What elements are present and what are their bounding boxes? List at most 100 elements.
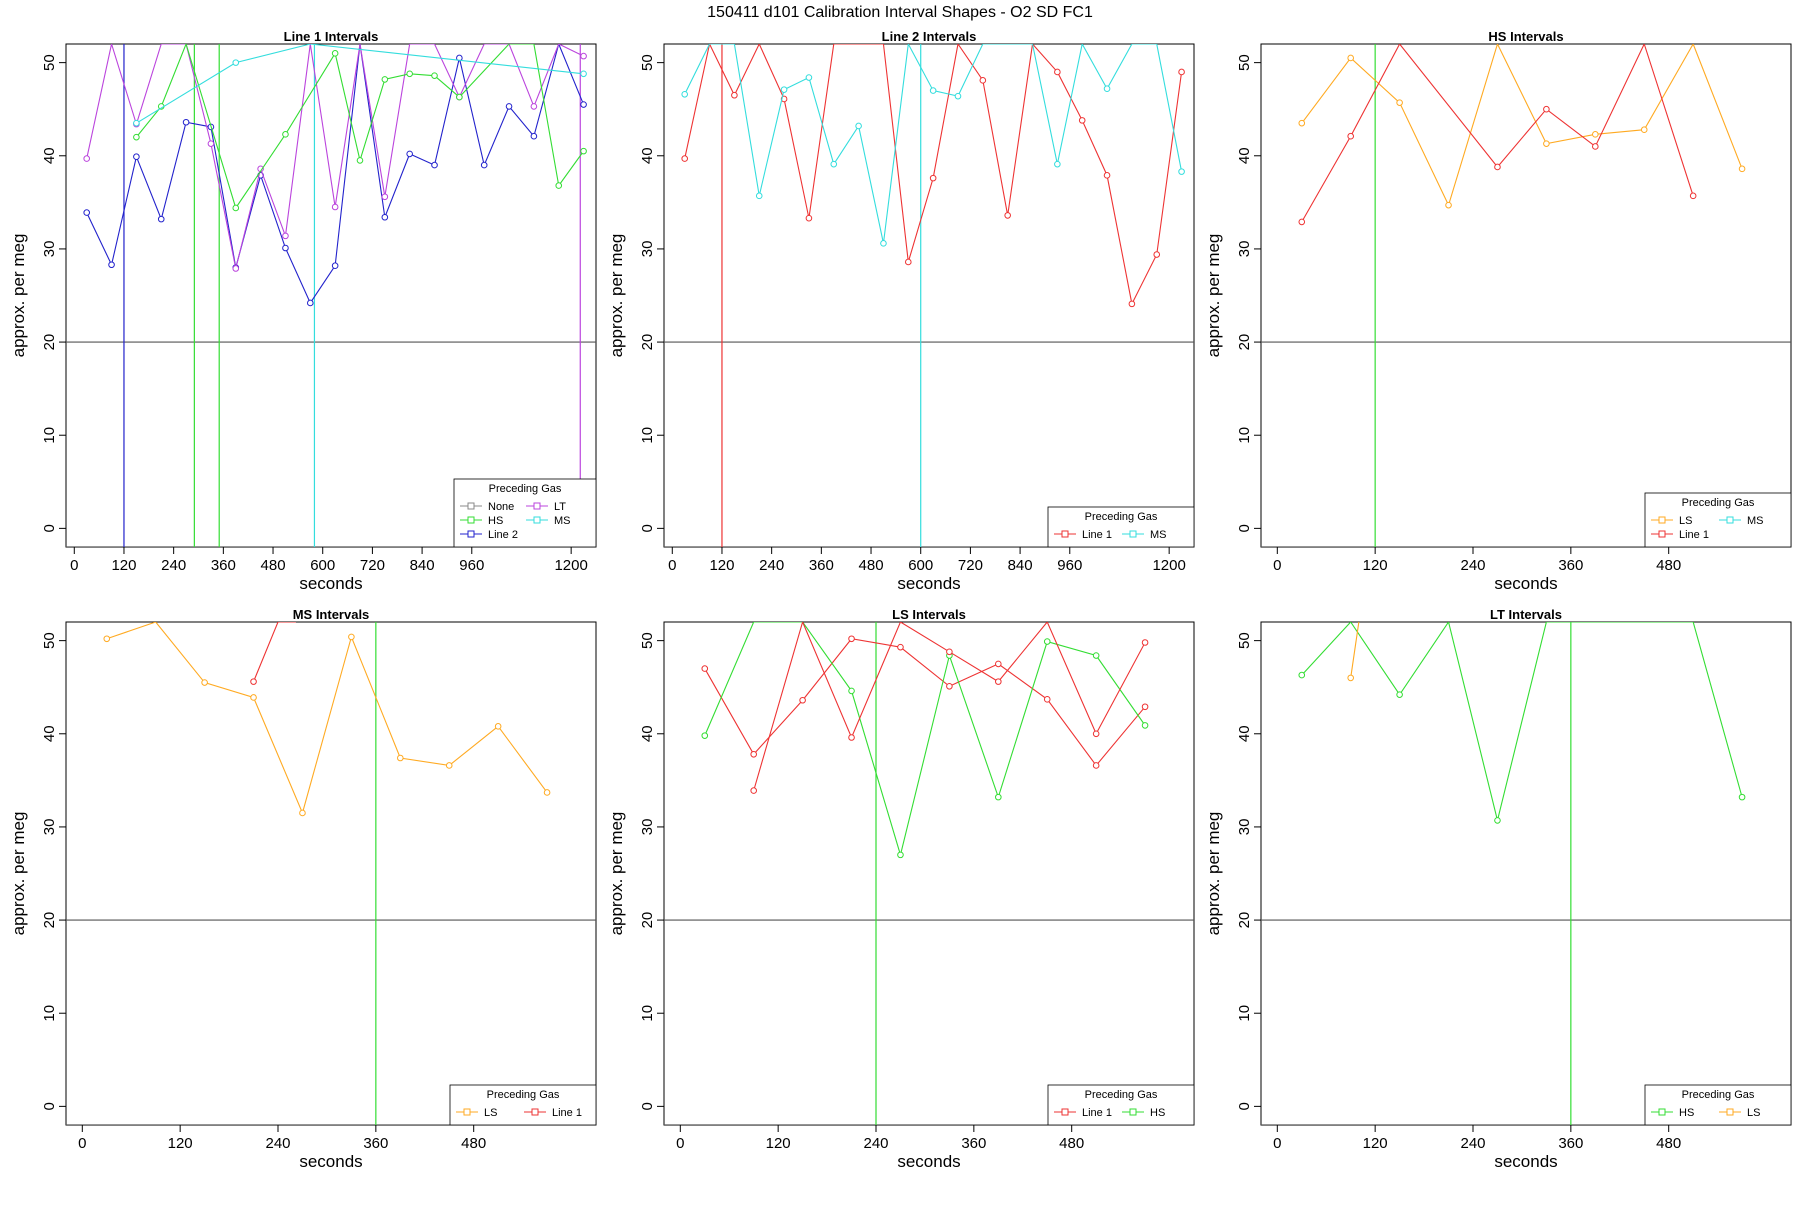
- data-point: [855, 122, 862, 130]
- y-tick-label: 10: [41, 427, 58, 444]
- legend-entry-label: HS: [488, 515, 503, 527]
- plot-frame: [1260, 43, 1792, 548]
- x-axis-label: seconds: [299, 1152, 362, 1171]
- data-point: [83, 209, 91, 216]
- data-point: [83, 155, 91, 162]
- legend-entry-label: MS: [554, 515, 571, 527]
- data-point: [1153, 251, 1161, 258]
- legend-title: Preceding Gas: [487, 1089, 560, 1101]
- data-point: [431, 72, 438, 79]
- x-tick-label: 0: [668, 557, 676, 574]
- panel-title: MS Intervals: [293, 607, 370, 622]
- data-point: [406, 70, 413, 78]
- x-tick-label: 240: [1460, 557, 1485, 574]
- y-tick-label: 50: [639, 54, 656, 71]
- legend-box: [1047, 1084, 1195, 1126]
- y-tick-label: 40: [639, 725, 656, 742]
- x-tick-label: 240: [1460, 1135, 1485, 1152]
- y-tick-label: 20: [639, 334, 656, 351]
- data-point: [1543, 105, 1550, 113]
- data-point: [1141, 703, 1149, 711]
- legend-entry-label: Line 1: [1082, 529, 1112, 541]
- data-point: [207, 140, 215, 147]
- data-point: [505, 103, 513, 110]
- x-tick-label: 120: [111, 557, 136, 574]
- x-tick-label: 960: [459, 557, 484, 574]
- legend-entry-label: Line 1: [1679, 529, 1709, 541]
- data-point: [1103, 172, 1111, 179]
- plot-frame: [663, 43, 1195, 548]
- data-point: [1178, 168, 1185, 175]
- data-point: [1092, 762, 1100, 769]
- data-point: [946, 648, 953, 656]
- series-line: [704, 638, 1146, 767]
- data-point: [1178, 68, 1185, 76]
- data-point: [1592, 131, 1599, 138]
- series-line: [753, 622, 1146, 791]
- y-tick-label: 20: [1236, 334, 1253, 351]
- data-point: [282, 131, 289, 138]
- legend-entry-label: LT: [554, 501, 566, 513]
- x-tick-label: 480: [461, 1135, 486, 1152]
- y-tick-label: 30: [41, 241, 58, 258]
- x-tick-label: 960: [1057, 557, 1082, 574]
- data-point: [182, 118, 190, 126]
- legend-entry-label: LS: [1747, 1107, 1760, 1119]
- data-point: [946, 682, 953, 690]
- data-point: [543, 789, 551, 796]
- data-point: [331, 262, 339, 269]
- data-point: [1396, 99, 1403, 106]
- legend-swatch-marker: [531, 1108, 539, 1116]
- data-point: [530, 132, 538, 140]
- data-point: [431, 161, 438, 169]
- plot-area: [66, 44, 596, 547]
- y-tick-label: 20: [41, 912, 58, 929]
- legend-entry-label: LS: [484, 1107, 497, 1119]
- data-point: [1128, 300, 1136, 308]
- y-tick-label: 20: [639, 912, 656, 929]
- legend-entry-label: None: [488, 501, 514, 513]
- x-tick-label: 600: [310, 557, 335, 574]
- panel-title: Line 1 Intervals: [284, 29, 379, 44]
- data-point: [306, 299, 314, 307]
- data-point: [480, 161, 488, 169]
- data-point: [904, 258, 912, 266]
- figure-title: 150411 d101 Calibration Interval Shapes …: [707, 4, 1093, 21]
- data-point: [580, 147, 587, 155]
- x-tick-label: 1200: [1152, 557, 1185, 574]
- legend-entry-label: HS: [1679, 1107, 1694, 1119]
- data-point: [1043, 638, 1051, 645]
- x-tick-label: 240: [759, 557, 784, 574]
- series-line: [704, 622, 1146, 857]
- legend-swatch-marker: [1726, 1108, 1734, 1116]
- panel-title: HS Intervals: [1488, 29, 1563, 44]
- legend-title: Preceding Gas: [1085, 1089, 1158, 1101]
- series-line: [1301, 44, 1694, 223]
- y-tick-label: 50: [41, 632, 58, 649]
- y-tick-label: 10: [41, 1005, 58, 1022]
- legend-entry-label: LS: [1679, 515, 1692, 527]
- plot-area: [1261, 44, 1791, 547]
- data-point: [133, 153, 140, 161]
- data-point: [731, 91, 738, 99]
- panel-5: LS Intervals 0 120 240 360 480 0 10 20 30 40 50 seco…: [607, 607, 1195, 1171]
- data-point: [331, 50, 339, 57]
- legend-swatch-marker: [1129, 530, 1137, 538]
- data-point: [1445, 201, 1452, 209]
- data-point: [530, 103, 538, 110]
- plot-frame: [663, 621, 1195, 1126]
- y-tick-label: 30: [639, 241, 656, 258]
- x-tick-label: 240: [863, 1135, 888, 1152]
- y-axis-label: approx. per meg: [1204, 234, 1223, 358]
- x-tick-label: 360: [363, 1135, 388, 1152]
- plot-frame: [1260, 621, 1792, 1126]
- data-point: [232, 204, 240, 212]
- data-point: [1078, 117, 1086, 124]
- data-point: [1092, 730, 1100, 738]
- data-point: [750, 787, 757, 794]
- y-tick-label: 40: [41, 147, 58, 164]
- x-tick-label: 480: [261, 557, 286, 574]
- data-point: [681, 155, 689, 162]
- data-point: [954, 92, 962, 100]
